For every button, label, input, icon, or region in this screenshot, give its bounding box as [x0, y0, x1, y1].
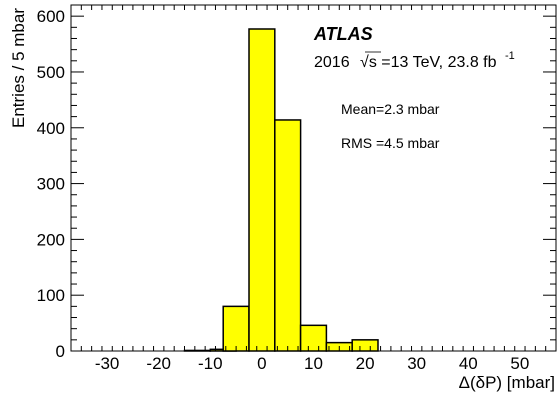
dataset-year: 2016	[314, 54, 350, 71]
histogram-bin-7	[351, 339, 379, 352]
svg-text:2016 √s =13 TeV, 2: 2016 √s =13 TeV, 23.8 fb -1	[314, 50, 515, 71]
y-tick-label: 100	[37, 286, 65, 305]
histogram-bin-2	[222, 305, 250, 352]
dataset-energy-lumi: =13 TeV, 23.8 fb	[381, 54, 496, 71]
histogram-bars	[183, 28, 379, 352]
y-axis-ticks: 0 100 200 300 400 500 600	[37, 4, 556, 361]
y-tick-label: 200	[37, 230, 65, 249]
x-tick-label: 40	[459, 354, 478, 373]
sqrt-s-symbol: √s	[360, 54, 377, 71]
lumi-exponent: -1	[505, 50, 515, 62]
histogram-bin-3	[248, 28, 276, 352]
atlas-label: ATLAS	[313, 24, 373, 44]
y-tick-label: 600	[37, 7, 65, 26]
x-tick-label: -20	[146, 354, 171, 373]
x-tick-label: 30	[407, 354, 426, 373]
y-tick-label: 400	[37, 119, 65, 138]
histogram-bin-4	[274, 119, 302, 352]
rms-label: RMS =4.5 mbar	[341, 135, 440, 151]
y-axis-label: Entries / 5 mbar	[9, 8, 28, 128]
x-tick-label: 10	[304, 354, 323, 373]
x-axis-label: Δ(δP) [mbar]	[459, 373, 555, 392]
plot-frame	[70, 4, 557, 352]
y-tick-label: 500	[37, 63, 65, 82]
x-tick-label: -10	[198, 354, 223, 373]
histogram-bin-5	[299, 324, 328, 352]
mean-label: Mean=2.3 mbar	[341, 101, 440, 117]
x-tick-label: -30	[95, 354, 120, 373]
y-tick-label: 0	[56, 342, 65, 361]
dataset-label: 2016 √s =13 TeV, 23.8 fb -1	[314, 50, 515, 71]
x-tick-label: 20	[356, 354, 375, 373]
x-tick-label: 0	[257, 354, 266, 373]
x-axis-ticks: -30 -20 -10 0 10 20 30 40 50	[80, 5, 547, 373]
y-tick-label: 300	[37, 175, 65, 194]
x-tick-label: 50	[510, 354, 529, 373]
